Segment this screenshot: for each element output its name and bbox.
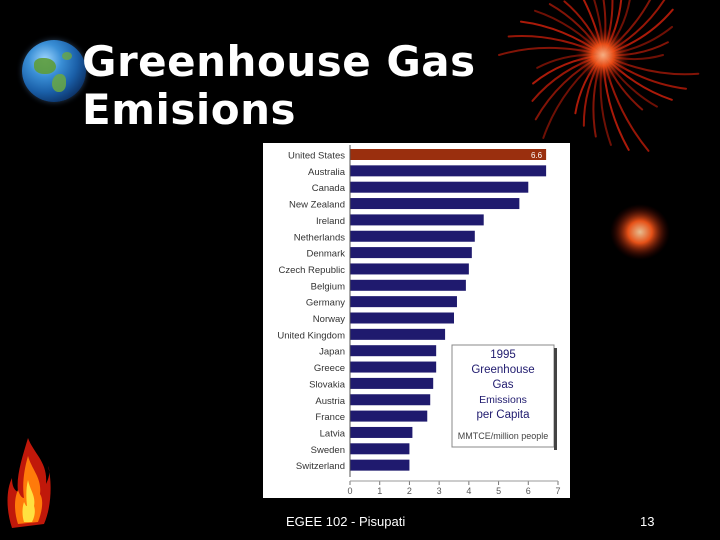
fireworks-decoration [498, 0, 700, 260]
bar-switzerland [350, 459, 410, 471]
category-label: Sweden [311, 445, 345, 456]
category-label: Slovakia [309, 379, 346, 390]
category-label: Latvia [320, 428, 346, 439]
category-label: Switzerland [296, 461, 345, 472]
bar-france [350, 410, 428, 422]
legend-shadow [554, 348, 557, 450]
x-tick-label: 2 [407, 486, 412, 496]
legend-line: per Capita [476, 409, 530, 421]
bar-united-states [350, 149, 547, 160]
bar-canada [350, 181, 529, 193]
bar-netherlands [350, 230, 475, 242]
legend-line: 1995 [490, 349, 516, 361]
globe-landmass [52, 74, 66, 92]
category-label: United Kingdom [277, 330, 345, 341]
bar-ireland [350, 214, 484, 226]
category-label: Japan [319, 347, 345, 358]
category-label: Belgium [311, 281, 345, 292]
legend-line: Gas [492, 379, 513, 391]
category-label: Germany [306, 298, 345, 309]
legend-line: Emissions [479, 394, 527, 406]
unit-label: MMTCE/million people [458, 431, 549, 441]
bar-belgium [350, 279, 466, 291]
bar-austria [350, 394, 431, 406]
category-label: Greece [314, 363, 345, 374]
category-label: Norway [313, 314, 345, 325]
x-tick-label: 4 [466, 486, 471, 496]
footer-course: EGEE 102 - Pisupati [286, 514, 406, 529]
category-label: France [315, 412, 345, 423]
category-label: Denmark [306, 249, 345, 260]
globe-icon [22, 40, 86, 102]
category-label: Ireland [316, 216, 345, 227]
bar-united-kingdom [350, 328, 446, 340]
legend-line: Greenhouse [471, 364, 534, 376]
chart-panel: 6.6 United States Australia Canada New Zeal… [263, 143, 570, 498]
category-label: Netherlands [294, 232, 345, 243]
x-tick-label: 6 [526, 486, 531, 496]
slide-title-line1: Greenhouse Gas [82, 37, 476, 86]
globe-landmass [62, 52, 72, 60]
category-label: United States [288, 151, 345, 162]
x-tick-label: 0 [347, 486, 352, 496]
bar-germany [350, 296, 457, 308]
x-tick-label: 5 [496, 486, 501, 496]
bar-new-zealand [350, 198, 520, 210]
x-tick-label: 3 [437, 486, 442, 496]
x-tick-label: 1 [377, 486, 382, 496]
bar-denmark [350, 247, 472, 259]
category-label: Canada [312, 183, 346, 194]
bar-sweden [350, 443, 410, 455]
slide-title: Greenhouse Gas Emisions [82, 38, 476, 134]
bar-latvia [350, 426, 413, 438]
globe-landmass [34, 58, 56, 74]
category-label: Austria [315, 396, 345, 407]
category-label: Czech Republic [278, 265, 345, 276]
emissions-bar-chart: 6.6 United States Australia Canada New Zeal… [277, 145, 561, 496]
slide-title-line2: Emisions [82, 85, 296, 134]
ember-glow [610, 204, 670, 260]
x-tick-label: 7 [555, 486, 560, 496]
bar-czech-republic [350, 263, 469, 275]
category-label: Australia [308, 167, 346, 178]
bar-slovakia [350, 377, 434, 389]
category-label: New Zealand [289, 200, 345, 211]
bar-australia [350, 165, 547, 177]
bar-greece [350, 361, 437, 373]
bar-japan [350, 345, 437, 357]
page-number: 13 [640, 514, 655, 529]
legend-box [451, 344, 555, 448]
bar-norway [350, 312, 454, 324]
flame-icon [7, 438, 51, 528]
data-label: 6.6 [531, 151, 543, 160]
